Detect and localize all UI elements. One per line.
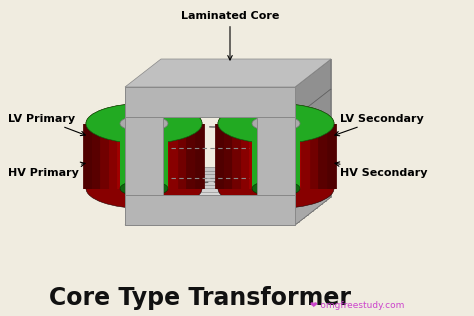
Polygon shape — [218, 124, 334, 189]
Polygon shape — [156, 63, 327, 93]
Polygon shape — [295, 89, 331, 195]
Polygon shape — [125, 59, 331, 87]
Polygon shape — [143, 181, 313, 211]
Text: Core Type Transformer: Core Type Transformer — [49, 286, 351, 310]
Polygon shape — [156, 93, 194, 171]
Polygon shape — [147, 178, 318, 208]
Polygon shape — [134, 80, 304, 110]
Polygon shape — [125, 197, 331, 225]
Polygon shape — [120, 124, 168, 189]
Polygon shape — [266, 110, 304, 188]
Polygon shape — [138, 76, 309, 106]
Polygon shape — [295, 167, 331, 225]
Ellipse shape — [252, 116, 300, 131]
Polygon shape — [134, 110, 172, 188]
Polygon shape — [161, 59, 331, 89]
Text: LV Primary: LV Primary — [8, 113, 85, 136]
Ellipse shape — [86, 168, 202, 209]
Polygon shape — [134, 188, 304, 218]
Ellipse shape — [218, 104, 334, 143]
Polygon shape — [86, 124, 202, 189]
Polygon shape — [295, 59, 331, 117]
Polygon shape — [125, 87, 295, 117]
Ellipse shape — [252, 180, 300, 197]
Polygon shape — [161, 89, 199, 167]
Polygon shape — [280, 100, 318, 178]
Polygon shape — [129, 113, 167, 191]
Polygon shape — [129, 191, 300, 222]
Polygon shape — [129, 83, 300, 113]
Text: HV Primary: HV Primary — [8, 162, 85, 178]
Polygon shape — [138, 106, 176, 185]
Polygon shape — [293, 89, 331, 167]
Ellipse shape — [86, 104, 202, 143]
Text: LV Secondary: LV Secondary — [335, 113, 424, 136]
Polygon shape — [271, 106, 309, 185]
Polygon shape — [152, 174, 322, 204]
Ellipse shape — [86, 104, 202, 143]
Polygon shape — [147, 100, 185, 178]
Polygon shape — [125, 117, 163, 195]
Polygon shape — [125, 195, 295, 225]
Text: Laminated Core: Laminated Core — [181, 11, 279, 60]
Polygon shape — [156, 171, 327, 200]
Text: ❤ omgfreestudy.com: ❤ omgfreestudy.com — [310, 301, 404, 310]
Polygon shape — [152, 96, 190, 174]
Polygon shape — [125, 87, 295, 117]
Ellipse shape — [218, 104, 334, 143]
Polygon shape — [257, 117, 295, 195]
Polygon shape — [143, 103, 181, 181]
Polygon shape — [289, 93, 327, 171]
Ellipse shape — [120, 180, 168, 197]
Polygon shape — [143, 73, 313, 103]
Polygon shape — [125, 195, 295, 225]
Polygon shape — [161, 167, 331, 197]
Polygon shape — [147, 70, 318, 100]
Polygon shape — [275, 103, 313, 181]
Text: HV Secondary: HV Secondary — [335, 162, 428, 178]
Polygon shape — [125, 117, 163, 195]
Ellipse shape — [120, 116, 168, 131]
Polygon shape — [252, 124, 300, 189]
Polygon shape — [284, 96, 322, 174]
Polygon shape — [262, 113, 300, 191]
Polygon shape — [138, 185, 309, 215]
Polygon shape — [152, 66, 322, 96]
Ellipse shape — [218, 168, 334, 209]
Polygon shape — [257, 117, 295, 195]
